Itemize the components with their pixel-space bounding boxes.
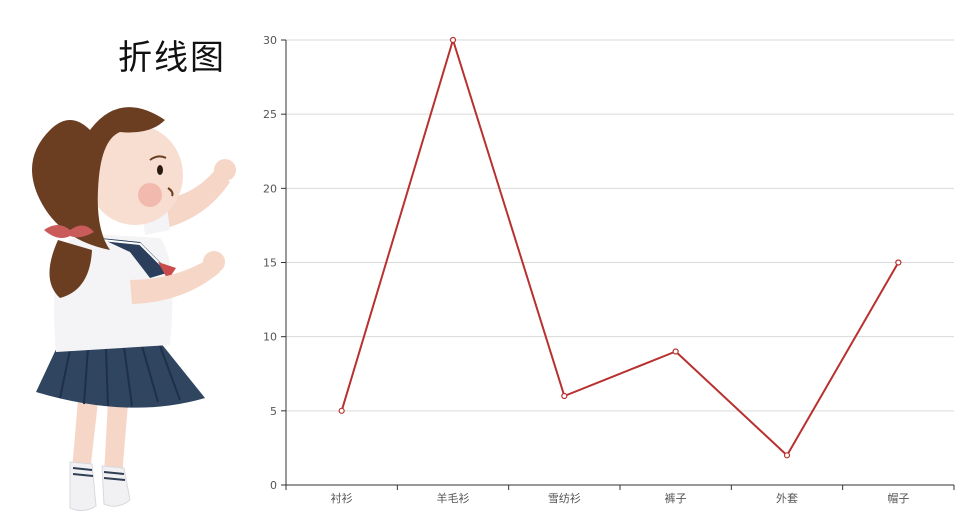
data-point bbox=[449, 36, 457, 44]
girl-hair-ribbon bbox=[44, 225, 94, 238]
line-chart: 0 5 10 15 20 25 30 衬衫 羊毛衫 雪纺衫 裤子 外套 帽子 bbox=[263, 34, 955, 505]
y-tick-label: 15 bbox=[263, 257, 277, 270]
y-tick-label: 30 bbox=[263, 34, 277, 47]
y-tick-label: 10 bbox=[263, 331, 277, 344]
girl-leg-right bbox=[104, 402, 128, 476]
girl-mouth bbox=[167, 187, 174, 197]
girl-scarf bbox=[158, 262, 176, 280]
girl-arm-upper bbox=[150, 170, 230, 230]
data-point bbox=[783, 452, 791, 459]
x-category-label: 裤子 bbox=[665, 491, 687, 505]
girl-illustration bbox=[32, 107, 236, 512]
girl-cheek bbox=[138, 183, 162, 207]
data-point bbox=[895, 259, 902, 266]
girl-hand-upper bbox=[214, 159, 236, 181]
girl-skirt bbox=[36, 342, 205, 408]
x-category-label: 外套 bbox=[776, 492, 798, 505]
data-point bbox=[561, 392, 568, 400]
girl-collar bbox=[100, 238, 170, 278]
girl-hand-lower bbox=[203, 251, 225, 273]
girl-arm-lower bbox=[130, 258, 220, 304]
data-point bbox=[672, 348, 679, 355]
girl-hair bbox=[32, 107, 165, 250]
y-tick-label: 20 bbox=[263, 182, 277, 195]
data-point bbox=[338, 407, 345, 414]
x-category-label: 羊毛衫 bbox=[437, 491, 470, 505]
y-tick-label: 0 bbox=[270, 479, 277, 492]
page-title: 折线图 bbox=[118, 38, 226, 78]
girl-sock-right bbox=[101, 465, 131, 507]
x-category-label: 衬衫 bbox=[331, 492, 353, 505]
x-category-label: 帽子 bbox=[887, 492, 909, 505]
series-line bbox=[340, 39, 900, 457]
y-tick-label: 5 bbox=[270, 405, 277, 418]
y-tick-label: 25 bbox=[263, 108, 277, 121]
girl-leg-left bbox=[72, 400, 98, 472]
girl-ponytail bbox=[49, 240, 92, 298]
x-category-label: 雪纺衫 bbox=[548, 491, 581, 505]
girl-eye bbox=[157, 165, 163, 175]
